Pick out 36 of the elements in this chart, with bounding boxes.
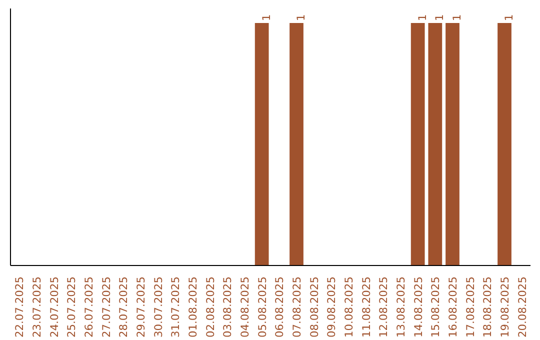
x-tick-label: 16.08.2025 — [446, 276, 460, 338]
data-label: 1 — [260, 14, 273, 22]
x-tick-label: 02.08.2025 — [204, 276, 217, 338]
x-tick-label: 12.08.2025 — [377, 276, 390, 338]
x-tick-label: 03.08.2025 — [221, 276, 234, 338]
x-tick-label: 29.07.2025 — [134, 276, 148, 338]
x-tick-label: 10.08.2025 — [342, 276, 356, 338]
x-tick-label: 18.08.2025 — [481, 276, 494, 338]
x-tick-label: 19.08.2025 — [498, 276, 512, 338]
x-tick-label: 05.08.2025 — [256, 276, 269, 338]
x-tick-label: 11.08.2025 — [360, 276, 373, 338]
x-tick-label: 24.07.2025 — [48, 276, 61, 338]
x-tick-label: 20.08.2025 — [516, 276, 529, 338]
data-label: 1 — [502, 14, 516, 22]
x-tick-label: 09.08.2025 — [325, 276, 338, 338]
x-tick-label: 08.08.2025 — [308, 276, 321, 338]
x-tick-label: 13.08.2025 — [394, 276, 408, 338]
data-label: 1 — [416, 14, 429, 22]
x-tick-label: 27.07.2025 — [100, 276, 113, 338]
data-label: 1 — [294, 14, 308, 22]
x-tick-label: 06.08.2025 — [273, 276, 286, 338]
data-label: 1 — [450, 14, 464, 22]
x-tick-label: 31.07.2025 — [169, 276, 182, 338]
x-tick-label: 17.08.2025 — [464, 276, 477, 338]
x-tick-label: 28.07.2025 — [117, 276, 130, 338]
x-tick-label: 01.08.2025 — [186, 276, 200, 338]
x-tick-label: 26.07.2025 — [82, 276, 96, 338]
x-tick-label: 22.07.2025 — [13, 276, 26, 338]
data-label: 1 — [433, 14, 446, 22]
x-tick-label: 23.07.2025 — [30, 276, 44, 338]
x-tick-label: 14.08.2025 — [412, 276, 425, 338]
x-tick-label: 30.07.2025 — [152, 276, 165, 338]
x-tick-label: 07.08.2025 — [290, 276, 304, 338]
x-tick-label: 25.07.2025 — [65, 276, 78, 338]
x-tick-label: 04.08.2025 — [238, 276, 252, 338]
x-tick-label: 15.08.2025 — [429, 276, 442, 338]
